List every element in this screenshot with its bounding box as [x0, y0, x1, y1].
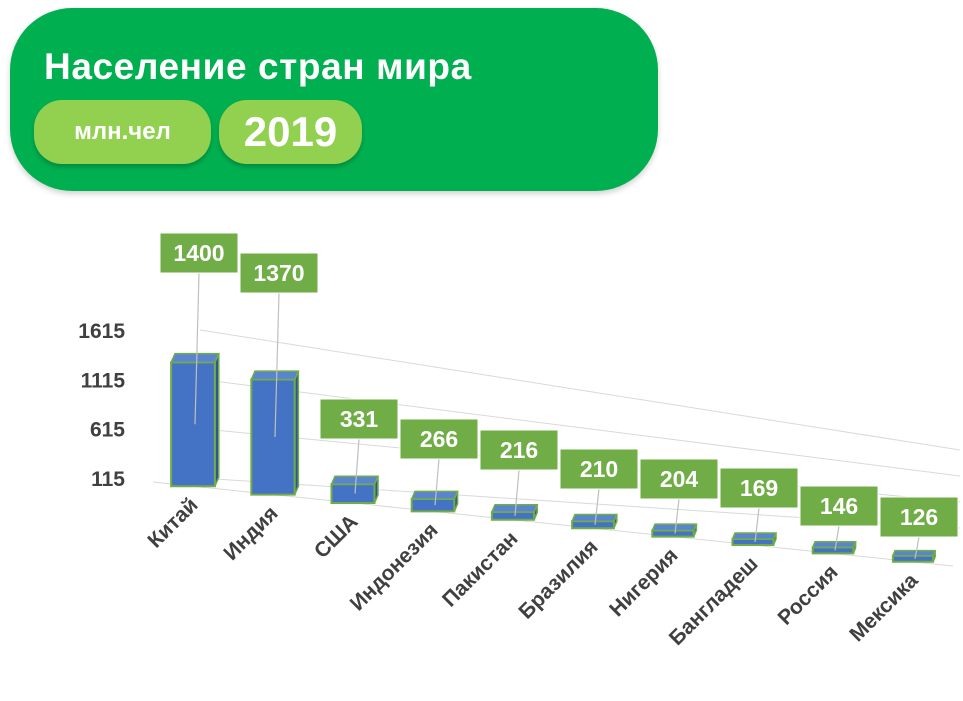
- bar-7: [731, 532, 778, 546]
- data-label: 331: [340, 406, 379, 432]
- data-label-box: [239, 252, 319, 294]
- bar-top-face: [410, 490, 459, 500]
- bar-top-face: [330, 475, 380, 485]
- data-label: 169: [740, 475, 778, 501]
- bar-front-face: [891, 554, 935, 563]
- y-tick-label: 1115: [81, 369, 126, 392]
- data-label-box: [479, 429, 559, 471]
- x-category-label: Бразилия: [514, 535, 602, 623]
- x-category-label: Индия: [219, 502, 282, 565]
- bar-4: [490, 504, 539, 521]
- data-label-box: [159, 232, 239, 274]
- bar-top-face: [250, 370, 300, 381]
- label-leader-lines: [194, 272, 920, 559]
- bar-front-face: [410, 497, 456, 513]
- leader-line: [514, 469, 520, 516]
- leader-line: [914, 536, 920, 559]
- data-labels: 1400 1370 331 266 216 210 204 169 146 126: [159, 232, 959, 538]
- gridline: [199, 329, 961, 451]
- bar-top-face: [731, 532, 778, 540]
- bar-front-face: [811, 546, 855, 555]
- x-category-label: Пакистан: [438, 527, 523, 612]
- bar-top-face: [891, 549, 937, 557]
- leader-line: [274, 292, 280, 438]
- bar-6: [651, 523, 698, 538]
- data-label: 1370: [253, 260, 304, 286]
- x-category-label: Нигерия: [605, 544, 682, 621]
- data-label: 146: [820, 493, 858, 519]
- leader-line: [834, 525, 840, 551]
- data-label: 210: [580, 456, 618, 482]
- data-label-box: [639, 458, 719, 500]
- bar-top-face: [811, 541, 857, 549]
- leader-line: [594, 488, 600, 525]
- y-tick-label: 615: [90, 419, 125, 442]
- bar-8: [811, 541, 857, 555]
- data-label-box: [879, 496, 959, 538]
- bar-front-face: [250, 378, 296, 496]
- leader-line: [674, 498, 680, 534]
- data-label-box: [719, 467, 799, 509]
- data-label: 204: [660, 466, 699, 492]
- leader-line: [754, 507, 760, 543]
- bar-front-face: [571, 520, 615, 530]
- data-label: 126: [900, 504, 938, 530]
- data-label: 216: [500, 437, 538, 463]
- chart-bars: [169, 352, 937, 563]
- data-label-box: [559, 448, 639, 490]
- bar-2: [330, 475, 380, 504]
- bar-front-face: [490, 510, 536, 521]
- data-label-box: [319, 398, 399, 440]
- bar-front-face: [330, 483, 376, 504]
- x-category-label: США: [310, 510, 363, 563]
- leader-line: [354, 438, 360, 494]
- bar-front-face: [731, 538, 775, 546]
- year-badge: 2019: [219, 100, 362, 164]
- bar-0: [169, 352, 220, 488]
- bar-top-face: [490, 504, 539, 513]
- y-tick-label: 1615: [78, 320, 125, 343]
- unit-badge: млн.чел: [34, 100, 211, 164]
- bar-top-face: [651, 523, 698, 532]
- y-tick-label: 115: [91, 468, 125, 491]
- data-label-box: [399, 418, 479, 460]
- bar-1: [250, 370, 300, 496]
- bar-9: [891, 549, 937, 563]
- bar-top-face: [570, 513, 618, 523]
- bar-3: [410, 490, 459, 513]
- bar-5: [570, 513, 618, 530]
- bar-top-face: [169, 352, 220, 364]
- chart-title: Население стран мира: [44, 46, 472, 87]
- x-category-label: Индонезия: [346, 519, 443, 616]
- data-label: 266: [420, 426, 458, 452]
- x-category-label: Россия: [774, 561, 843, 630]
- x-category-label: Мексика: [845, 569, 922, 646]
- bar-front-face: [651, 529, 695, 538]
- leader-line: [194, 272, 200, 425]
- leader-line: [434, 458, 440, 506]
- gridline: [199, 378, 961, 477]
- data-label-box: [799, 485, 879, 527]
- title-banner: Население стран мира млн.чел 2019: [10, 8, 658, 191]
- bar-front-face: [170, 361, 216, 488]
- y-axis-ticks: 115 615 1115 1615: [78, 320, 125, 491]
- x-category-label: Бангладеш: [665, 552, 763, 650]
- data-label: 1400: [173, 240, 224, 266]
- x-category-label: Китай: [143, 493, 202, 552]
